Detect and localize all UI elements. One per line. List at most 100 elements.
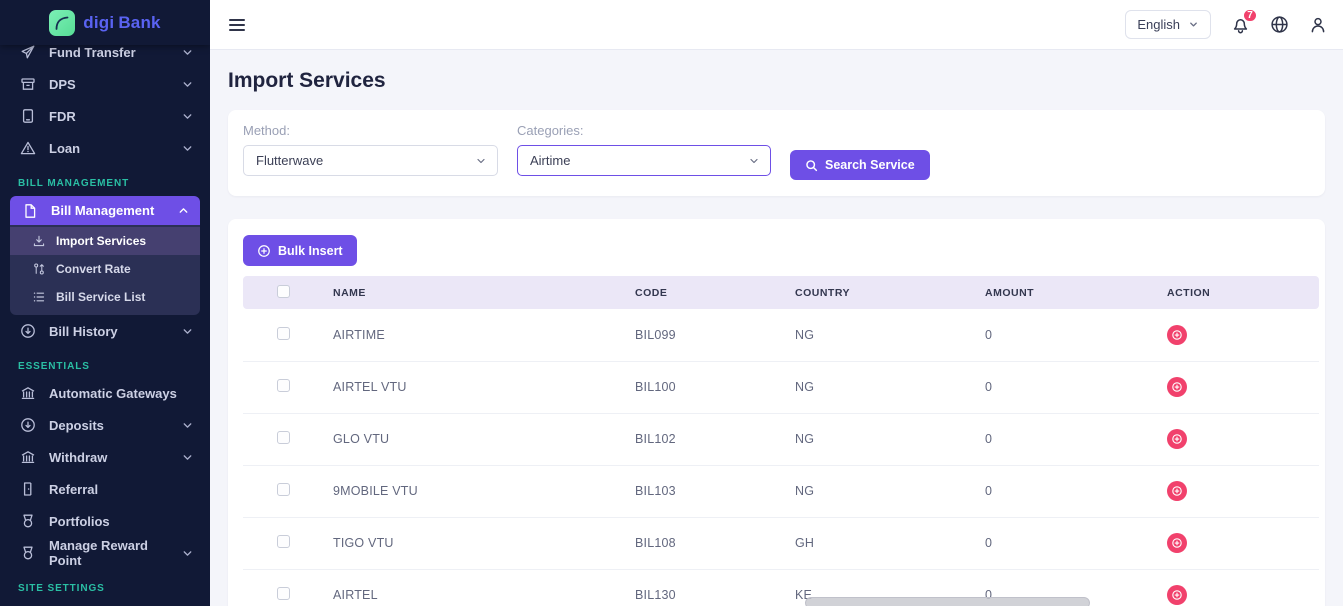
- brand-logo[interactable]: digi Bank: [0, 0, 210, 45]
- chevron-down-icon: [1188, 19, 1199, 30]
- brand-name: digi Bank: [83, 12, 161, 32]
- sidebar-subitem-label: Import Services: [56, 234, 147, 248]
- brand-logo-icon: [49, 9, 76, 36]
- download-icon: [32, 234, 46, 248]
- circle-plus-icon: [1172, 382, 1182, 392]
- row-checkbox[interactable]: [277, 431, 290, 444]
- top-bar: English 7: [210, 0, 1343, 50]
- bank-icon: [20, 385, 36, 401]
- cell-country: GH: [782, 517, 972, 570]
- column-header-name: NAME: [333, 286, 366, 299]
- notification-count-badge: 7: [1242, 8, 1258, 23]
- cell-name: TIGO VTU: [320, 517, 622, 570]
- search-service-button[interactable]: Search Service: [790, 150, 930, 180]
- cell-code: BIL108: [622, 517, 782, 570]
- method-select[interactable]: Flutterwave: [243, 145, 498, 176]
- sidebar-item-bill-history[interactable]: Bill History: [0, 315, 210, 347]
- method-field: Method: Flutterwave: [243, 123, 498, 176]
- notifications-button[interactable]: 7: [1231, 8, 1258, 34]
- import-row-button[interactable]: [1167, 481, 1187, 501]
- sidebar-item-settings[interactable]: Settings: [0, 599, 210, 606]
- sidebar-subitem-bill-service-list[interactable]: Bill Service List: [10, 283, 200, 311]
- import-row-button[interactable]: [1167, 324, 1187, 345]
- sidebar-item-bill-management[interactable]: Bill Management: [10, 196, 200, 225]
- sidebar-subitem-import-services[interactable]: Import Services: [10, 227, 200, 255]
- menu-toggle-icon[interactable]: [229, 18, 245, 31]
- sidebar-item-label: Bill History: [49, 323, 118, 339]
- cell-country: NG: [782, 465, 972, 518]
- sidebar-item-label: Portfolios: [49, 513, 110, 529]
- cell-code: BIL130: [622, 569, 782, 606]
- import-row-button[interactable]: [1167, 377, 1187, 397]
- sidebar-item-loan[interactable]: Loan: [0, 132, 210, 164]
- sidebar-section-essentials: ESSENTIALS: [18, 361, 90, 372]
- sidebar-item-manage-reward-point[interactable]: Manage Reward Point: [0, 537, 210, 569]
- table-row: AIRTEL BIL130 KE 0: [243, 569, 1319, 606]
- cell-amount: 0: [972, 361, 1154, 414]
- topbar-actions: English 7: [1125, 8, 1327, 39]
- table-row: 9MOBILE VTU BIL103 NG 0: [243, 465, 1319, 518]
- sidebar-item-label: Automatic Gateways: [49, 385, 177, 401]
- sidebar-item-deposits[interactable]: Deposits: [0, 409, 210, 441]
- tablet-icon: [20, 108, 36, 124]
- row-checkbox[interactable]: [277, 379, 290, 392]
- sidebar-item-label: Fund Transfer: [49, 44, 136, 60]
- search-icon: [806, 159, 818, 171]
- sidebar-item-label: Referral: [49, 481, 99, 497]
- row-checkbox[interactable]: [277, 326, 290, 340]
- cell-amount: 0: [972, 517, 1154, 570]
- user-icon: [1311, 17, 1325, 32]
- select-all-checkbox[interactable]: [277, 284, 290, 298]
- sidebar-item-portfolios[interactable]: Portfolios: [0, 505, 210, 537]
- search-service-label: Search Service: [825, 158, 915, 172]
- sidebar-subitem-label: Convert Rate: [56, 262, 131, 276]
- sidebar-item-fund-transfer[interactable]: Fund Transfer: [0, 36, 210, 68]
- sidebar-item-withdraw[interactable]: Withdraw: [0, 441, 210, 473]
- categories-label: Categories:: [517, 123, 584, 138]
- circle-plus-icon: [1172, 434, 1182, 444]
- globe-button[interactable]: [1270, 15, 1289, 34]
- cell-name: AIRTIME: [320, 309, 622, 362]
- filter-card: Method: Flutterwave Categories: Airtime: [228, 110, 1325, 196]
- categories-select[interactable]: Airtime: [517, 145, 771, 176]
- circle-plus-icon: [258, 244, 270, 257]
- bill-management-submenu: Import Services Convert Rate Bill Servic…: [10, 225, 200, 315]
- sidebar-subitem-convert-rate[interactable]: Convert Rate: [10, 255, 200, 283]
- cell-amount: 0: [972, 309, 1154, 362]
- row-checkbox[interactable]: [277, 535, 290, 548]
- sidebar-item-automatic-gateways[interactable]: Automatic Gateways: [0, 377, 210, 409]
- chevron-down-icon: [181, 547, 194, 560]
- import-row-button[interactable]: [1167, 533, 1187, 553]
- chevron-down-icon: [181, 110, 194, 123]
- sidebar-item-label: Manage Reward Point: [49, 538, 148, 568]
- circle-plus-icon: [1172, 590, 1182, 600]
- sidebar-item-label: Withdraw: [49, 449, 108, 465]
- cell-code: BIL099: [622, 309, 782, 362]
- chevron-up-icon: [177, 204, 190, 217]
- cell-code: BIL100: [622, 361, 782, 414]
- sidebar-item-label: FDR: [49, 108, 76, 124]
- language-label: English: [1137, 17, 1180, 32]
- sidebar-item-dps[interactable]: DPS: [0, 68, 210, 100]
- bell-icon: [1233, 19, 1248, 34]
- bulk-insert-button[interactable]: Bulk Insert: [243, 235, 357, 266]
- horizontal-scrollbar-thumb[interactable]: [805, 597, 1090, 606]
- categories-value: Airtime: [530, 153, 571, 168]
- table-row: AIRTEL VTU BIL100 NG 0: [243, 361, 1319, 414]
- sidebar-item-fdr[interactable]: FDR: [0, 100, 210, 132]
- cell-amount: 0: [972, 465, 1154, 518]
- chevron-down-icon: [181, 142, 194, 155]
- import-row-button[interactable]: [1167, 429, 1187, 449]
- list-icon: [32, 290, 46, 304]
- language-select[interactable]: English: [1125, 10, 1211, 39]
- row-checkbox[interactable]: [277, 587, 290, 600]
- sidebar-nav: Fund Transfer DPS FDR Loan BILL MANAGEME…: [0, 36, 210, 606]
- cell-name: GLO VTU: [320, 413, 622, 466]
- sidebar-item-referral[interactable]: Referral: [0, 473, 210, 505]
- import-row-button[interactable]: [1167, 585, 1187, 605]
- cell-name: AIRTEL VTU: [320, 361, 622, 414]
- row-checkbox[interactable]: [277, 483, 290, 496]
- profile-button[interactable]: [1309, 16, 1327, 34]
- categories-field: Categories: Airtime: [517, 123, 771, 176]
- sidebar-subitem-label: Bill Service List: [56, 290, 146, 304]
